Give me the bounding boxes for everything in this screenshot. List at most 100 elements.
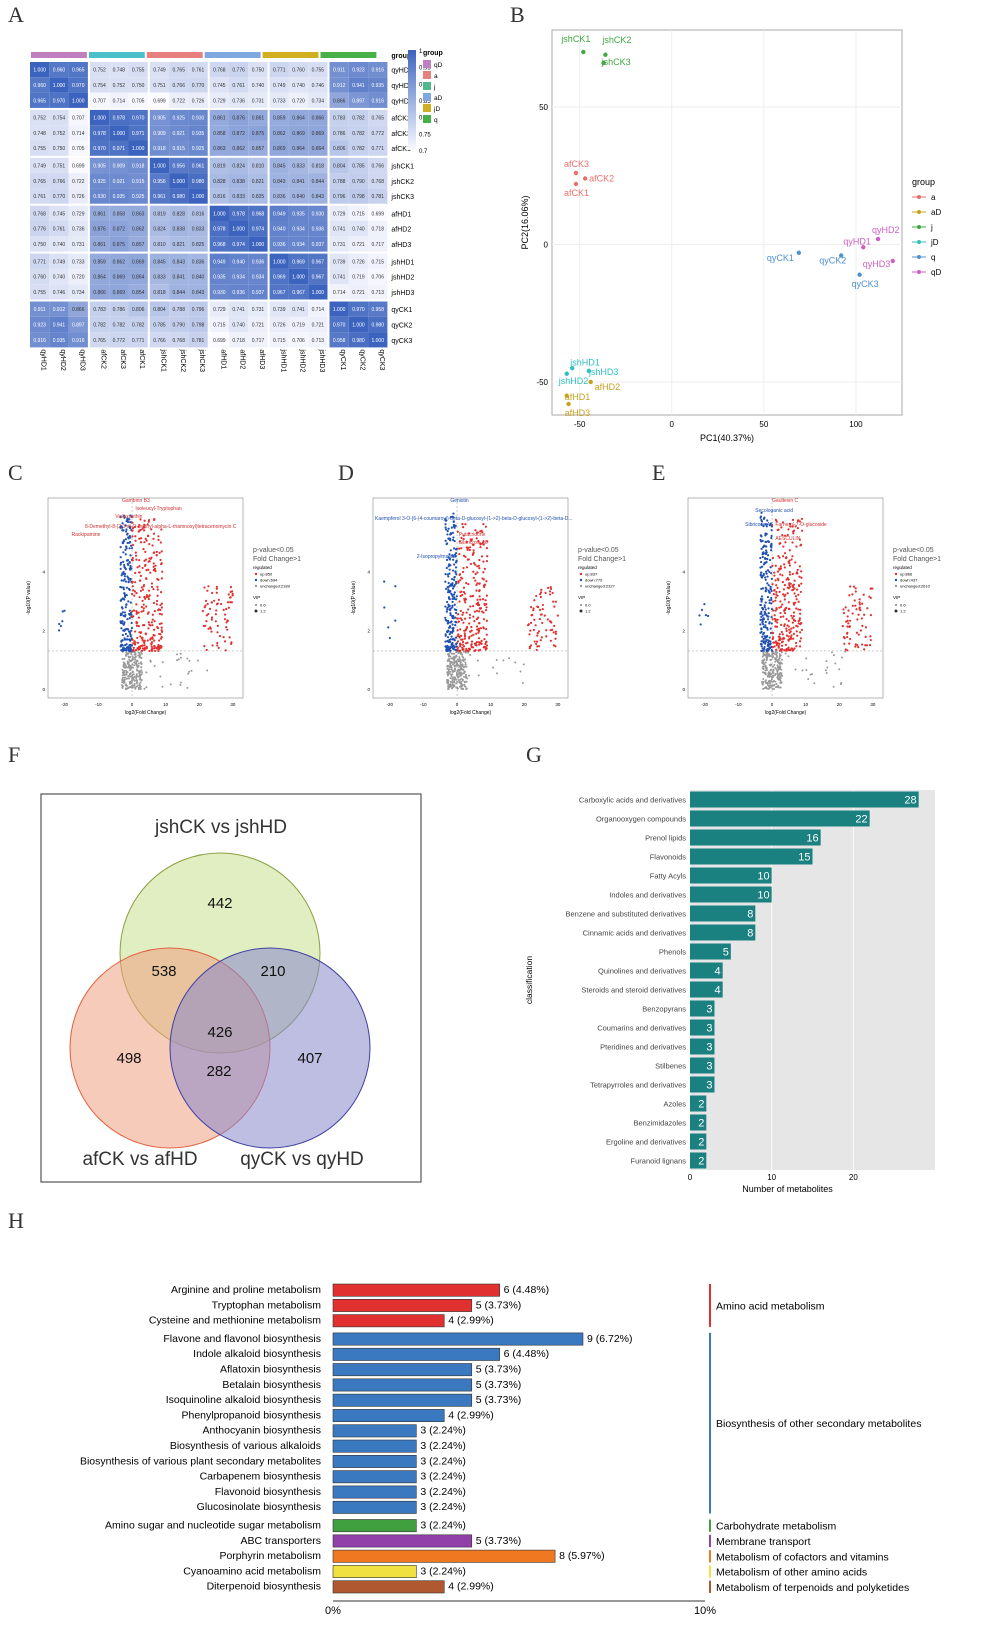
volcano-point-up xyxy=(141,599,144,602)
volcano-point-unchanged xyxy=(463,683,466,686)
volcano-point-up xyxy=(536,605,539,608)
volcano-point-up xyxy=(217,598,220,602)
heatmap-legend-label: qD xyxy=(434,62,443,69)
volcano-point-up xyxy=(143,529,146,532)
volcano-point-down xyxy=(121,644,124,647)
volcano-point-unchanged xyxy=(135,673,138,676)
volcano-point-up xyxy=(540,613,543,616)
volcano-point-unchanged xyxy=(153,665,156,668)
volcano-point-up xyxy=(141,647,145,650)
heatmap-cell-value: 0.912 xyxy=(53,307,66,313)
volcano-point-unchanged xyxy=(762,678,765,681)
volcano-point-unchanged xyxy=(125,671,128,674)
heatmap-cell-value: 0.766 xyxy=(172,83,185,89)
volcano-point-unchanged xyxy=(769,658,772,661)
heatmap-cell-value: 0.961 xyxy=(192,163,205,169)
volcano-point-unchanged xyxy=(775,682,778,685)
volcano-legend-v1: 0.0 xyxy=(585,603,591,608)
volcano-point-unchanged xyxy=(807,678,810,681)
volcano-point-up xyxy=(461,593,464,597)
classbar-category-label: Benzopyrans xyxy=(642,1005,686,1014)
heatmap-cell-value: 0.786 xyxy=(333,131,346,137)
pca-point xyxy=(890,258,895,264)
heatmap-cell-value: 0.770 xyxy=(53,194,66,200)
volcano-point-up xyxy=(554,600,557,603)
heatmap-cell xyxy=(49,221,69,237)
heatmap-cell-value: 0.915 xyxy=(172,146,185,152)
volcano-point-unchanged xyxy=(832,654,835,657)
heatmap-cell-value: 0.970 xyxy=(352,307,365,313)
heatmap-cell-value: 0.909 xyxy=(113,163,126,169)
volcano-point-unchanged xyxy=(122,681,125,684)
volcano-point-up xyxy=(153,639,156,642)
heatmap-cell xyxy=(169,221,189,237)
volcano-point-down xyxy=(761,621,764,624)
volcano-point-up xyxy=(469,605,472,608)
volcano-point-up xyxy=(130,592,134,596)
panel-label-a: A xyxy=(8,2,24,27)
heatmap-cell-value: 0.818 xyxy=(312,163,325,169)
heatmap-cell xyxy=(89,268,110,285)
heatmap-cell-value: 0.862 xyxy=(232,146,245,152)
volcano-point-up xyxy=(150,585,154,588)
volcano-annotation: 8-Demethyl-8-(2,3-di-O-methyl-alpha-L-rh… xyxy=(85,524,237,530)
volcano-point-up xyxy=(779,565,782,568)
volcano-point-up xyxy=(151,618,154,621)
heatmap-cell xyxy=(248,77,268,93)
volcano-point-up xyxy=(204,624,207,627)
volcano-point-unchanged xyxy=(450,666,453,669)
heatmap-cell-value: 0.864 xyxy=(93,275,106,281)
volcano-point-up xyxy=(222,608,225,611)
volcano-point-down xyxy=(770,536,773,540)
volcano-point-down xyxy=(449,590,452,593)
volcano-point-down xyxy=(762,517,766,520)
volcano-point-down xyxy=(445,610,448,613)
volcano-point-unchanged xyxy=(135,674,138,677)
kegg-bar xyxy=(332,1393,473,1407)
heatmap-col-label: qyHD1 xyxy=(40,349,47,371)
volcano-point-up xyxy=(213,599,216,602)
pca-point-label: afCK2 xyxy=(589,174,614,184)
heatmap-cell-value: 0.974 xyxy=(252,227,265,233)
volcano-point-up xyxy=(461,643,464,646)
heatmap-cell-value: 0.771 xyxy=(273,68,286,74)
heatmap-cell-value: 0.798 xyxy=(192,322,205,328)
heatmap-col-label: afCK1 xyxy=(138,349,145,369)
volcano-point-up xyxy=(211,644,214,647)
volcano-point-down xyxy=(764,624,767,627)
heatmap-cell xyxy=(149,301,170,317)
heatmap-cell-value: 0.782 xyxy=(352,116,365,122)
classbar-bar xyxy=(690,810,870,827)
volcano-point-unchanged xyxy=(771,676,774,679)
volcano-point-down xyxy=(759,623,762,626)
volcano-point-unchanged xyxy=(447,685,450,688)
volcano-legend-down-swatch xyxy=(254,578,258,582)
volcano-point-up xyxy=(797,593,800,596)
heatmap-cell-value: 0.956 xyxy=(172,163,185,169)
heatmap-cell-value: 1.000 xyxy=(312,290,325,296)
volcano-point-up xyxy=(860,643,864,646)
kegg-category-label: Isoquinoline alkaloid biosynthesis xyxy=(166,1394,321,1406)
volcano-point-up xyxy=(800,628,804,631)
volcano-point-unchanged xyxy=(502,659,505,662)
heatmap-cell xyxy=(68,253,88,269)
volcano-point-up xyxy=(782,636,785,640)
volcano-point-up xyxy=(779,542,782,545)
volcano-point-up xyxy=(781,521,785,524)
heatmap-cell xyxy=(169,92,189,108)
volcano-point-up xyxy=(474,572,477,576)
heatmap-cell xyxy=(49,188,69,204)
volcano-point-up xyxy=(532,628,536,632)
heatmap-cell xyxy=(49,77,69,93)
volcano-point-down xyxy=(766,554,770,557)
kegg-bar xyxy=(332,1363,473,1377)
volcano-point-down xyxy=(698,614,701,617)
volcano-point-up xyxy=(147,518,151,522)
volcano-point-down xyxy=(766,618,770,621)
volcano-point-up xyxy=(551,591,554,595)
volcano-point-up xyxy=(144,633,147,636)
volcano-point-up xyxy=(775,584,778,587)
heatmap-cell-value: 0.721 xyxy=(352,290,365,296)
volcano-x-tick: 0 xyxy=(771,702,774,707)
volcano-point-up xyxy=(854,645,857,648)
